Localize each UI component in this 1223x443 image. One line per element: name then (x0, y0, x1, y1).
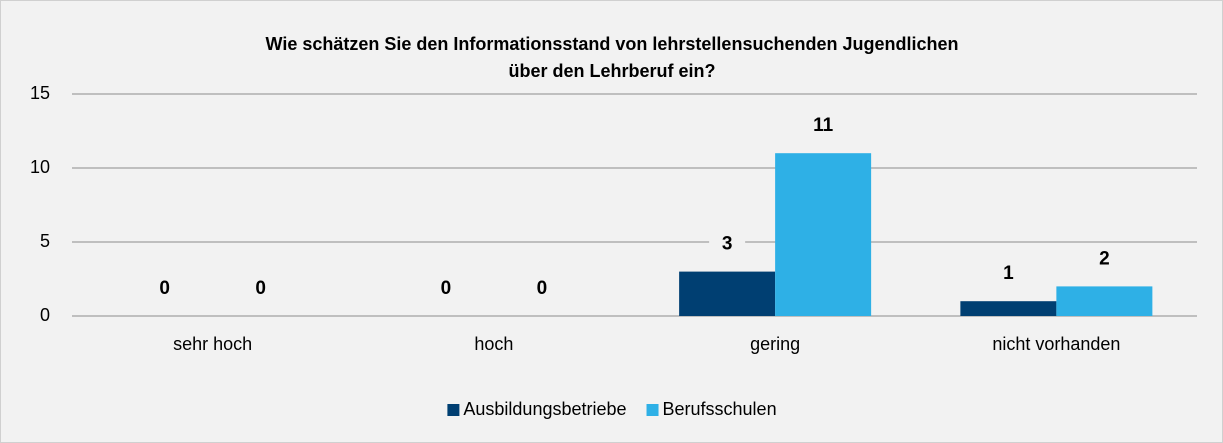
data-label: 1 (1003, 263, 1014, 284)
data-label-background (146, 276, 183, 302)
x-tick-label: hoch (474, 334, 513, 354)
y-tick-label: 10 (30, 157, 50, 177)
y-tick-label: 0 (40, 305, 50, 325)
bar (960, 301, 1057, 316)
x-tick-label: nicht vorhanden (992, 334, 1120, 354)
data-label: 0 (159, 278, 170, 299)
data-label: 0 (537, 278, 548, 299)
legend-swatch (447, 404, 460, 416)
x-tick-label: gering (750, 334, 800, 354)
data-label: 0 (441, 278, 452, 299)
chart-title: Wie schätzen Sie den Informationsstand v… (266, 34, 959, 54)
data-label: 3 (722, 234, 733, 255)
legend-label: Ausbildungsbetriebe (463, 399, 626, 419)
bar (775, 153, 872, 316)
legend-label: Berufsschulen (663, 399, 777, 419)
bar (679, 271, 776, 316)
legend-swatch (646, 404, 659, 416)
data-label: 0 (255, 278, 266, 299)
data-label-background (1086, 246, 1123, 273)
data-label-background (709, 231, 746, 258)
data-label-background (523, 276, 560, 302)
data-label-background (990, 261, 1027, 288)
data-label-background (242, 276, 279, 302)
data-label-background (427, 276, 464, 302)
data-label-background (805, 113, 842, 140)
bar (1056, 286, 1153, 316)
x-tick-label: sehr hoch (173, 334, 252, 354)
y-tick-label: 5 (40, 231, 50, 251)
data-label: 11 (813, 115, 834, 136)
chart-title: über den Lehrberuf ein? (508, 61, 715, 81)
y-tick-label: 15 (30, 83, 50, 103)
data-label: 2 (1099, 248, 1110, 269)
